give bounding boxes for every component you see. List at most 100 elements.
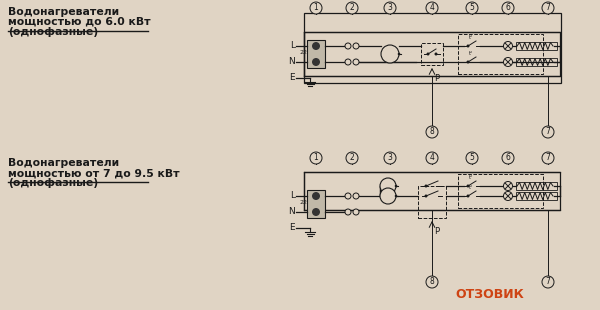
Circle shape [466, 152, 478, 164]
Circle shape [502, 152, 514, 164]
Circle shape [542, 2, 554, 14]
Text: 2: 2 [350, 3, 355, 12]
Circle shape [467, 194, 470, 197]
Circle shape [426, 126, 438, 138]
Text: 5: 5 [470, 153, 475, 162]
Circle shape [467, 184, 470, 188]
Bar [458, 34, 543, 74]
Circle shape [542, 276, 554, 288]
Text: мощностью от 7 до 9.5 кВт: мощностью от 7 до 9.5 кВт [8, 168, 179, 178]
Text: (однофазные): (однофазные) [8, 27, 98, 37]
Text: 1: 1 [314, 153, 319, 162]
Circle shape [312, 58, 320, 66]
Text: 7: 7 [545, 127, 550, 136]
Text: 4: 4 [430, 153, 434, 162]
Text: Водонагреватели: Водонагреватели [8, 158, 119, 168]
Circle shape [381, 45, 399, 63]
Circle shape [310, 2, 322, 14]
Text: L: L [290, 192, 295, 201]
Circle shape [380, 188, 396, 204]
Bar [516, 192, 557, 200]
Text: 3: 3 [388, 3, 392, 12]
Text: 220V: 220V [300, 50, 316, 55]
Text: (однофазные): (однофазные) [8, 178, 98, 188]
Text: 7: 7 [545, 277, 550, 286]
Circle shape [346, 2, 358, 14]
Text: ОТЗОВИК: ОТЗОВИК [455, 289, 524, 302]
Text: 8: 8 [430, 277, 434, 286]
Text: 6: 6 [506, 153, 511, 162]
Text: E: E [289, 73, 295, 82]
Text: Водонагреватели: Водонагреватели [8, 7, 119, 17]
Circle shape [502, 2, 514, 14]
Circle shape [425, 194, 427, 197]
Circle shape [434, 52, 437, 55]
Circle shape [346, 152, 358, 164]
Circle shape [503, 57, 512, 67]
Text: 5: 5 [470, 3, 475, 12]
Bar [516, 182, 557, 190]
Text: 7: 7 [545, 3, 550, 12]
Circle shape [503, 192, 512, 201]
Circle shape [384, 152, 396, 164]
Text: мощностью до 6.0 кВт: мощностью до 6.0 кВт [8, 17, 151, 27]
Text: 8: 8 [430, 127, 434, 136]
Bar [307, 40, 325, 68]
Text: 2: 2 [350, 153, 355, 162]
Text: L: L [290, 42, 295, 51]
Circle shape [503, 42, 512, 51]
Text: 7: 7 [545, 153, 550, 162]
Text: 6: 6 [506, 3, 511, 12]
Circle shape [542, 126, 554, 138]
Circle shape [353, 43, 359, 49]
Circle shape [312, 42, 320, 50]
Circle shape [425, 184, 427, 188]
Text: t°: t° [469, 175, 473, 180]
Text: P: P [434, 227, 439, 236]
Circle shape [384, 2, 396, 14]
Circle shape [426, 152, 438, 164]
Circle shape [380, 178, 396, 194]
Text: 4: 4 [430, 3, 434, 12]
Circle shape [310, 152, 322, 164]
Circle shape [345, 193, 351, 199]
Circle shape [312, 192, 320, 200]
Circle shape [345, 209, 351, 215]
Text: 3: 3 [388, 153, 392, 162]
Bar [304, 32, 560, 76]
Circle shape [426, 2, 438, 14]
Text: E: E [289, 224, 295, 232]
Text: N: N [288, 57, 295, 67]
Bar [516, 42, 557, 50]
Circle shape [398, 53, 400, 55]
Bar [516, 58, 557, 66]
Circle shape [467, 60, 470, 64]
Bar [307, 190, 325, 218]
Circle shape [466, 2, 478, 14]
Bar [458, 174, 543, 208]
Circle shape [345, 43, 351, 49]
Circle shape [427, 52, 430, 55]
Circle shape [503, 181, 512, 191]
Circle shape [353, 59, 359, 65]
Circle shape [353, 209, 359, 215]
Circle shape [345, 59, 351, 65]
Bar [304, 172, 560, 210]
Bar [418, 186, 446, 218]
Circle shape [312, 208, 320, 216]
Text: 1: 1 [314, 3, 319, 12]
Circle shape [542, 152, 554, 164]
Circle shape [353, 193, 359, 199]
Circle shape [395, 185, 397, 187]
Text: 220V: 220V [300, 200, 316, 205]
Text: t°: t° [469, 35, 473, 40]
Bar [421, 43, 443, 65]
Text: t°: t° [469, 51, 473, 56]
Text: P: P [434, 74, 439, 83]
Circle shape [467, 45, 470, 47]
Text: t°: t° [469, 185, 473, 190]
Text: N: N [288, 207, 295, 216]
Bar [304, 13, 561, 83]
Circle shape [395, 195, 397, 197]
Circle shape [426, 276, 438, 288]
